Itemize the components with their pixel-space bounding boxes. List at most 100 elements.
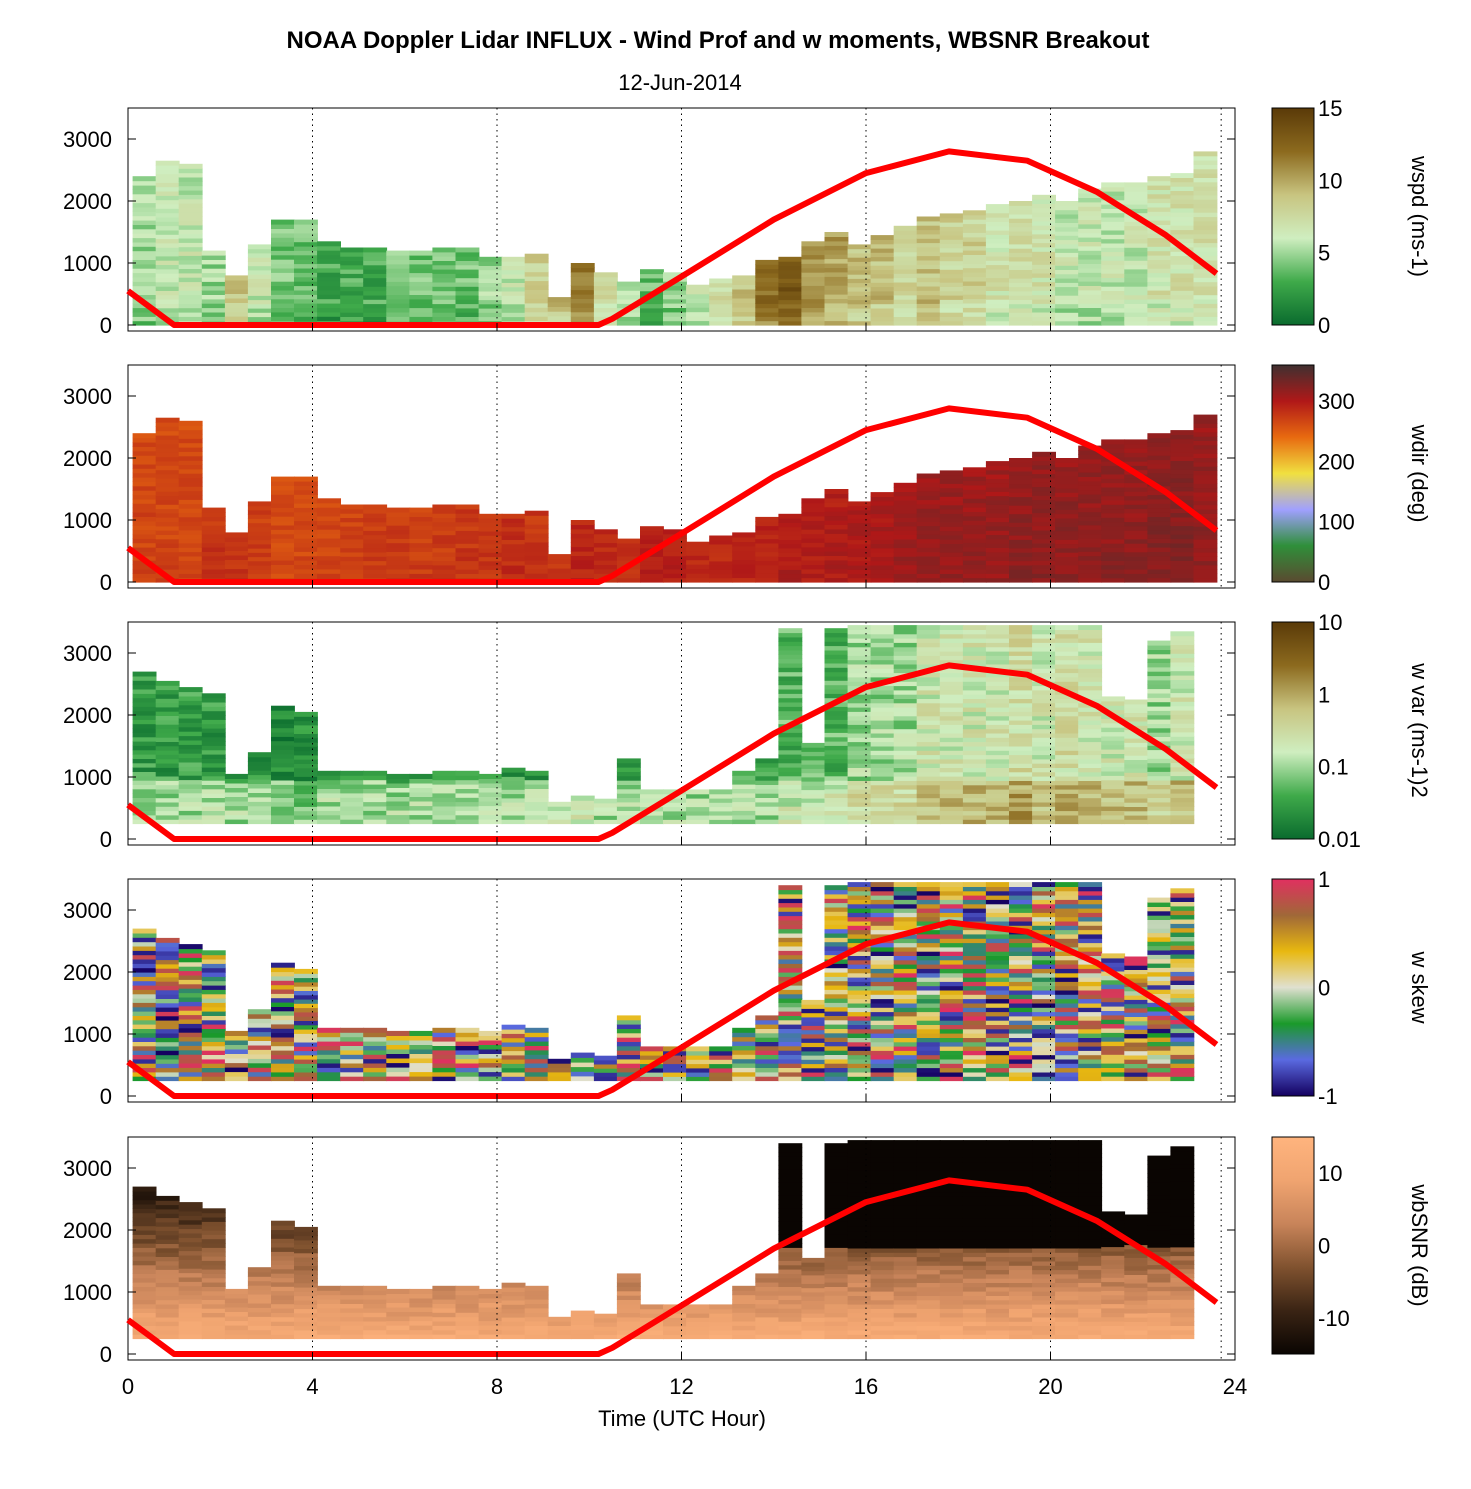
heatmap-cell <box>870 1063 895 1069</box>
heatmap-cell <box>962 307 987 313</box>
heatmap-cell <box>1078 303 1103 308</box>
heatmap-cell <box>1009 681 1033 687</box>
heatmap-cell <box>1032 998 1056 1004</box>
heatmap-cell <box>1055 681 1079 687</box>
heatmap-cell <box>1193 496 1218 502</box>
heatmap-cell <box>962 981 987 987</box>
heatmap-cell <box>1009 209 1033 215</box>
heatmap-cell <box>824 1325 849 1331</box>
heatmap-cell <box>271 551 295 557</box>
heatmap-cell <box>271 267 295 273</box>
heatmap-cell <box>1147 290 1172 295</box>
heatmap-cell <box>1032 886 1056 892</box>
heatmap-cell <box>340 543 365 549</box>
heatmap-cell <box>432 770 457 776</box>
colorbar-tick-label: 1 <box>1318 682 1330 707</box>
heatmap-cell <box>1170 940 1195 946</box>
heatmap-cell <box>778 1273 803 1279</box>
heatmap-cell <box>363 517 388 523</box>
heatmap-cell <box>1147 250 1172 256</box>
heatmap-cell <box>386 787 411 793</box>
heatmap-cell <box>939 1011 964 1017</box>
heatmap-cell <box>778 645 803 651</box>
heatmap-cell <box>686 289 710 295</box>
heatmap-cell <box>1124 999 1149 1005</box>
heatmap-cell <box>616 801 641 807</box>
heatmap-cell <box>1009 806 1033 812</box>
heatmap-cell <box>962 524 987 530</box>
heatmap-cell <box>1147 688 1172 694</box>
heatmap-cell <box>985 767 1010 773</box>
heatmap-cell <box>778 684 803 690</box>
heatmap-cell <box>547 1316 572 1322</box>
heatmap-cell <box>640 277 664 283</box>
heatmap-cell <box>247 531 272 536</box>
heatmap-cell <box>201 741 226 746</box>
heatmap-cell <box>478 269 503 275</box>
heatmap-cell <box>962 899 987 905</box>
heatmap-cell <box>570 542 595 548</box>
heatmap-cell <box>1032 316 1056 322</box>
heatmap-cell <box>870 964 895 969</box>
heatmap-cell <box>985 938 1010 944</box>
heatmap-cell <box>386 782 411 788</box>
heatmap-cell <box>201 298 226 304</box>
heatmap-cell <box>847 1076 872 1082</box>
heatmap-cell <box>178 717 203 723</box>
heatmap-cell <box>455 801 480 807</box>
heatmap-cell <box>732 293 757 299</box>
heatmap-cell <box>686 1304 710 1310</box>
heatmap-cell <box>801 529 826 535</box>
heatmap-cell <box>1124 556 1149 561</box>
heatmap-cell <box>340 1303 365 1309</box>
heatmap-cell <box>1193 316 1218 322</box>
heatmap-cell <box>271 1299 295 1305</box>
heatmap-cell <box>778 667 803 673</box>
heatmap-cell <box>363 1049 388 1055</box>
heatmap-cell <box>616 1037 641 1042</box>
heatmap-cell <box>916 473 941 479</box>
heatmap-cell <box>1101 988 1126 994</box>
heatmap-cell <box>1009 698 1033 704</box>
heatmap-cell <box>893 938 918 944</box>
heatmap-cell <box>155 1058 180 1064</box>
heatmap-cell <box>824 993 849 999</box>
heatmap-cell <box>1078 546 1103 552</box>
heatmap-cell <box>1032 985 1056 991</box>
heatmap-cell <box>847 299 872 305</box>
heatmap-cell <box>201 1024 226 1029</box>
heatmap-cell <box>178 573 203 579</box>
heatmap-cell <box>686 573 710 579</box>
heatmap-cell <box>778 719 803 725</box>
heatmap-cell <box>294 485 318 491</box>
colorbar <box>1271 621 1315 840</box>
heatmap-cell <box>916 1046 941 1051</box>
heatmap-cell <box>271 775 295 781</box>
heatmap-cell <box>247 269 272 275</box>
heatmap-cell <box>363 1054 388 1060</box>
heatmap-cell <box>455 299 480 305</box>
heatmap-cell <box>985 882 1010 887</box>
heatmap-cell <box>1124 281 1149 287</box>
heatmap-cell <box>1170 736 1195 742</box>
heatmap-cell <box>847 577 872 583</box>
heatmap-cell <box>1147 906 1172 912</box>
heatmap-cell <box>178 420 203 426</box>
heatmap-cell <box>271 714 295 720</box>
heatmap-cell <box>132 268 157 274</box>
heatmap-cell <box>1147 1015 1172 1021</box>
heatmap-cell <box>847 895 872 900</box>
heatmap-cell <box>1147 719 1172 724</box>
heatmap-cell <box>824 298 849 304</box>
heatmap-cell <box>1193 242 1218 248</box>
heatmap-cell <box>570 573 595 579</box>
heatmap-cell <box>340 538 365 544</box>
heatmap-cell <box>824 493 849 499</box>
heatmap-cell <box>732 775 757 781</box>
heatmap-cell <box>340 1062 365 1068</box>
heatmap-cell <box>593 1068 618 1073</box>
heatmap-cell <box>363 543 388 549</box>
heatmap-cell <box>294 529 318 535</box>
heatmap-cell <box>593 276 618 282</box>
heatmap-cell <box>1032 711 1056 717</box>
